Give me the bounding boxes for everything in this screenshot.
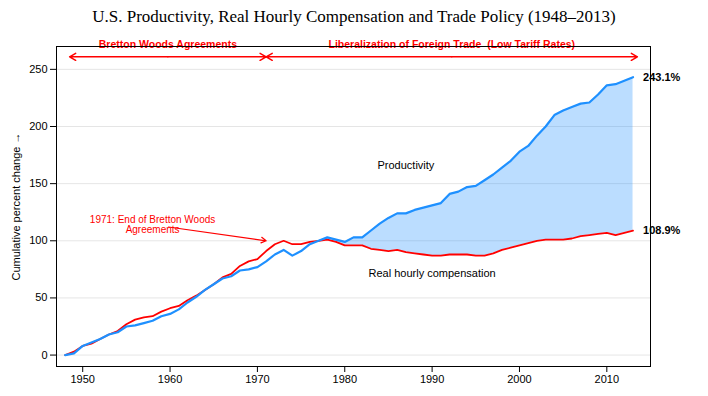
svg-text:250: 250 <box>29 63 47 75</box>
svg-text:Bretton Woods Agreements: Bretton Woods Agreements <box>99 38 237 50</box>
svg-text:243.1%: 243.1% <box>643 71 681 83</box>
svg-text:0: 0 <box>41 349 47 361</box>
svg-text:2000: 2000 <box>507 373 531 385</box>
html-text:U.S. Productivity, Real Hourly: U.S. Productivity, Real Hourly Compensat… <box>92 7 616 26</box>
svg-text:100: 100 <box>29 234 47 246</box>
svg-text:108.9%: 108.9% <box>643 224 681 236</box>
svg-text:1990: 1990 <box>420 373 444 385</box>
svg-text:1950: 1950 <box>70 373 94 385</box>
svg-text:200: 200 <box>29 120 47 132</box>
svg-text:50: 50 <box>35 291 47 303</box>
svg-text:1980: 1980 <box>333 373 357 385</box>
svg-text:1960: 1960 <box>158 373 182 385</box>
svg-text:Cumulative percent change →: Cumulative percent change → <box>10 133 22 281</box>
svg-text:Real hourly compensation: Real hourly compensation <box>369 267 496 279</box>
svg-text:2010: 2010 <box>595 373 619 385</box>
svg-text:150: 150 <box>29 177 47 189</box>
svg-text:1971: End of Bretton WoodsAgre: 1971: End of Bretton WoodsAgreements <box>90 214 215 235</box>
svg-text:Liberalization of Foreign Trad: Liberalization of Foreign Trade (Low Tar… <box>328 38 575 50</box>
svg-text:Productivity: Productivity <box>377 159 434 171</box>
svg-text:1970: 1970 <box>245 373 269 385</box>
